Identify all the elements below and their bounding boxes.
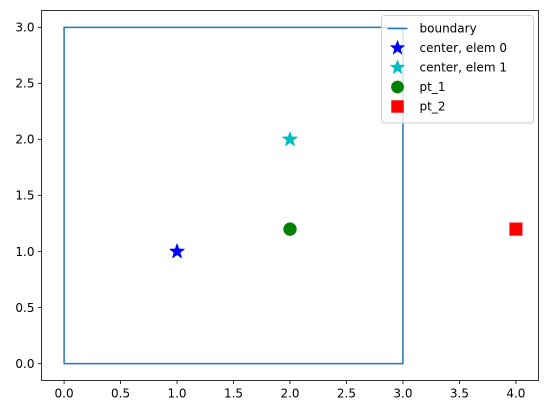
legend: boundary center, elem 0 center, elem 1 pt_1… xyxy=(381,15,534,124)
legend-handle-star xyxy=(389,39,406,55)
data-point-center-elem-0 xyxy=(168,242,186,259)
legend-label: pt_2 xyxy=(420,100,446,114)
y-tick-label: 1.5 xyxy=(15,189,34,203)
legend-box xyxy=(381,15,534,124)
x-tick-label: 2.0 xyxy=(280,387,299,401)
y-axis: 0.0 0.5 1.0 1.5 2.0 2.5 3.0 xyxy=(15,21,42,371)
x-axis: 0.0 0.5 1.0 1.5 2.0 2.5 3.0 3.5 4.0 xyxy=(55,380,525,401)
x-tick-label: 0.5 xyxy=(111,387,130,401)
legend-label: boundary xyxy=(420,22,477,36)
data-point-center-elem-1 xyxy=(281,130,299,147)
data-point-pt-2 xyxy=(509,222,523,236)
legend-handle-star xyxy=(389,59,406,75)
x-tick-label: 1.5 xyxy=(224,387,243,401)
y-tick-label: 1.0 xyxy=(15,245,34,259)
legend-handle-square xyxy=(391,100,404,113)
data-point-pt-1 xyxy=(283,222,297,236)
y-tick-label: 2.0 xyxy=(15,133,34,147)
legend-label: pt_1 xyxy=(420,80,446,94)
x-tick-label: 0.0 xyxy=(55,387,74,401)
x-tick-label: 3.0 xyxy=(393,387,412,401)
y-tick-label: 3.0 xyxy=(15,21,34,35)
y-tick-label: 0.5 xyxy=(15,301,34,315)
legend-label: center, elem 1 xyxy=(420,61,507,75)
y-tick-label: 0.0 xyxy=(15,357,34,371)
x-tick-label: 3.5 xyxy=(450,387,469,401)
legend-label: center, elem 0 xyxy=(420,41,507,55)
x-tick-label: 2.5 xyxy=(337,387,356,401)
x-tick-label: 1.0 xyxy=(167,387,186,401)
y-tick-label: 2.5 xyxy=(15,77,34,91)
x-tick-label: 4.0 xyxy=(506,387,525,401)
legend-handle-circle xyxy=(391,80,404,94)
